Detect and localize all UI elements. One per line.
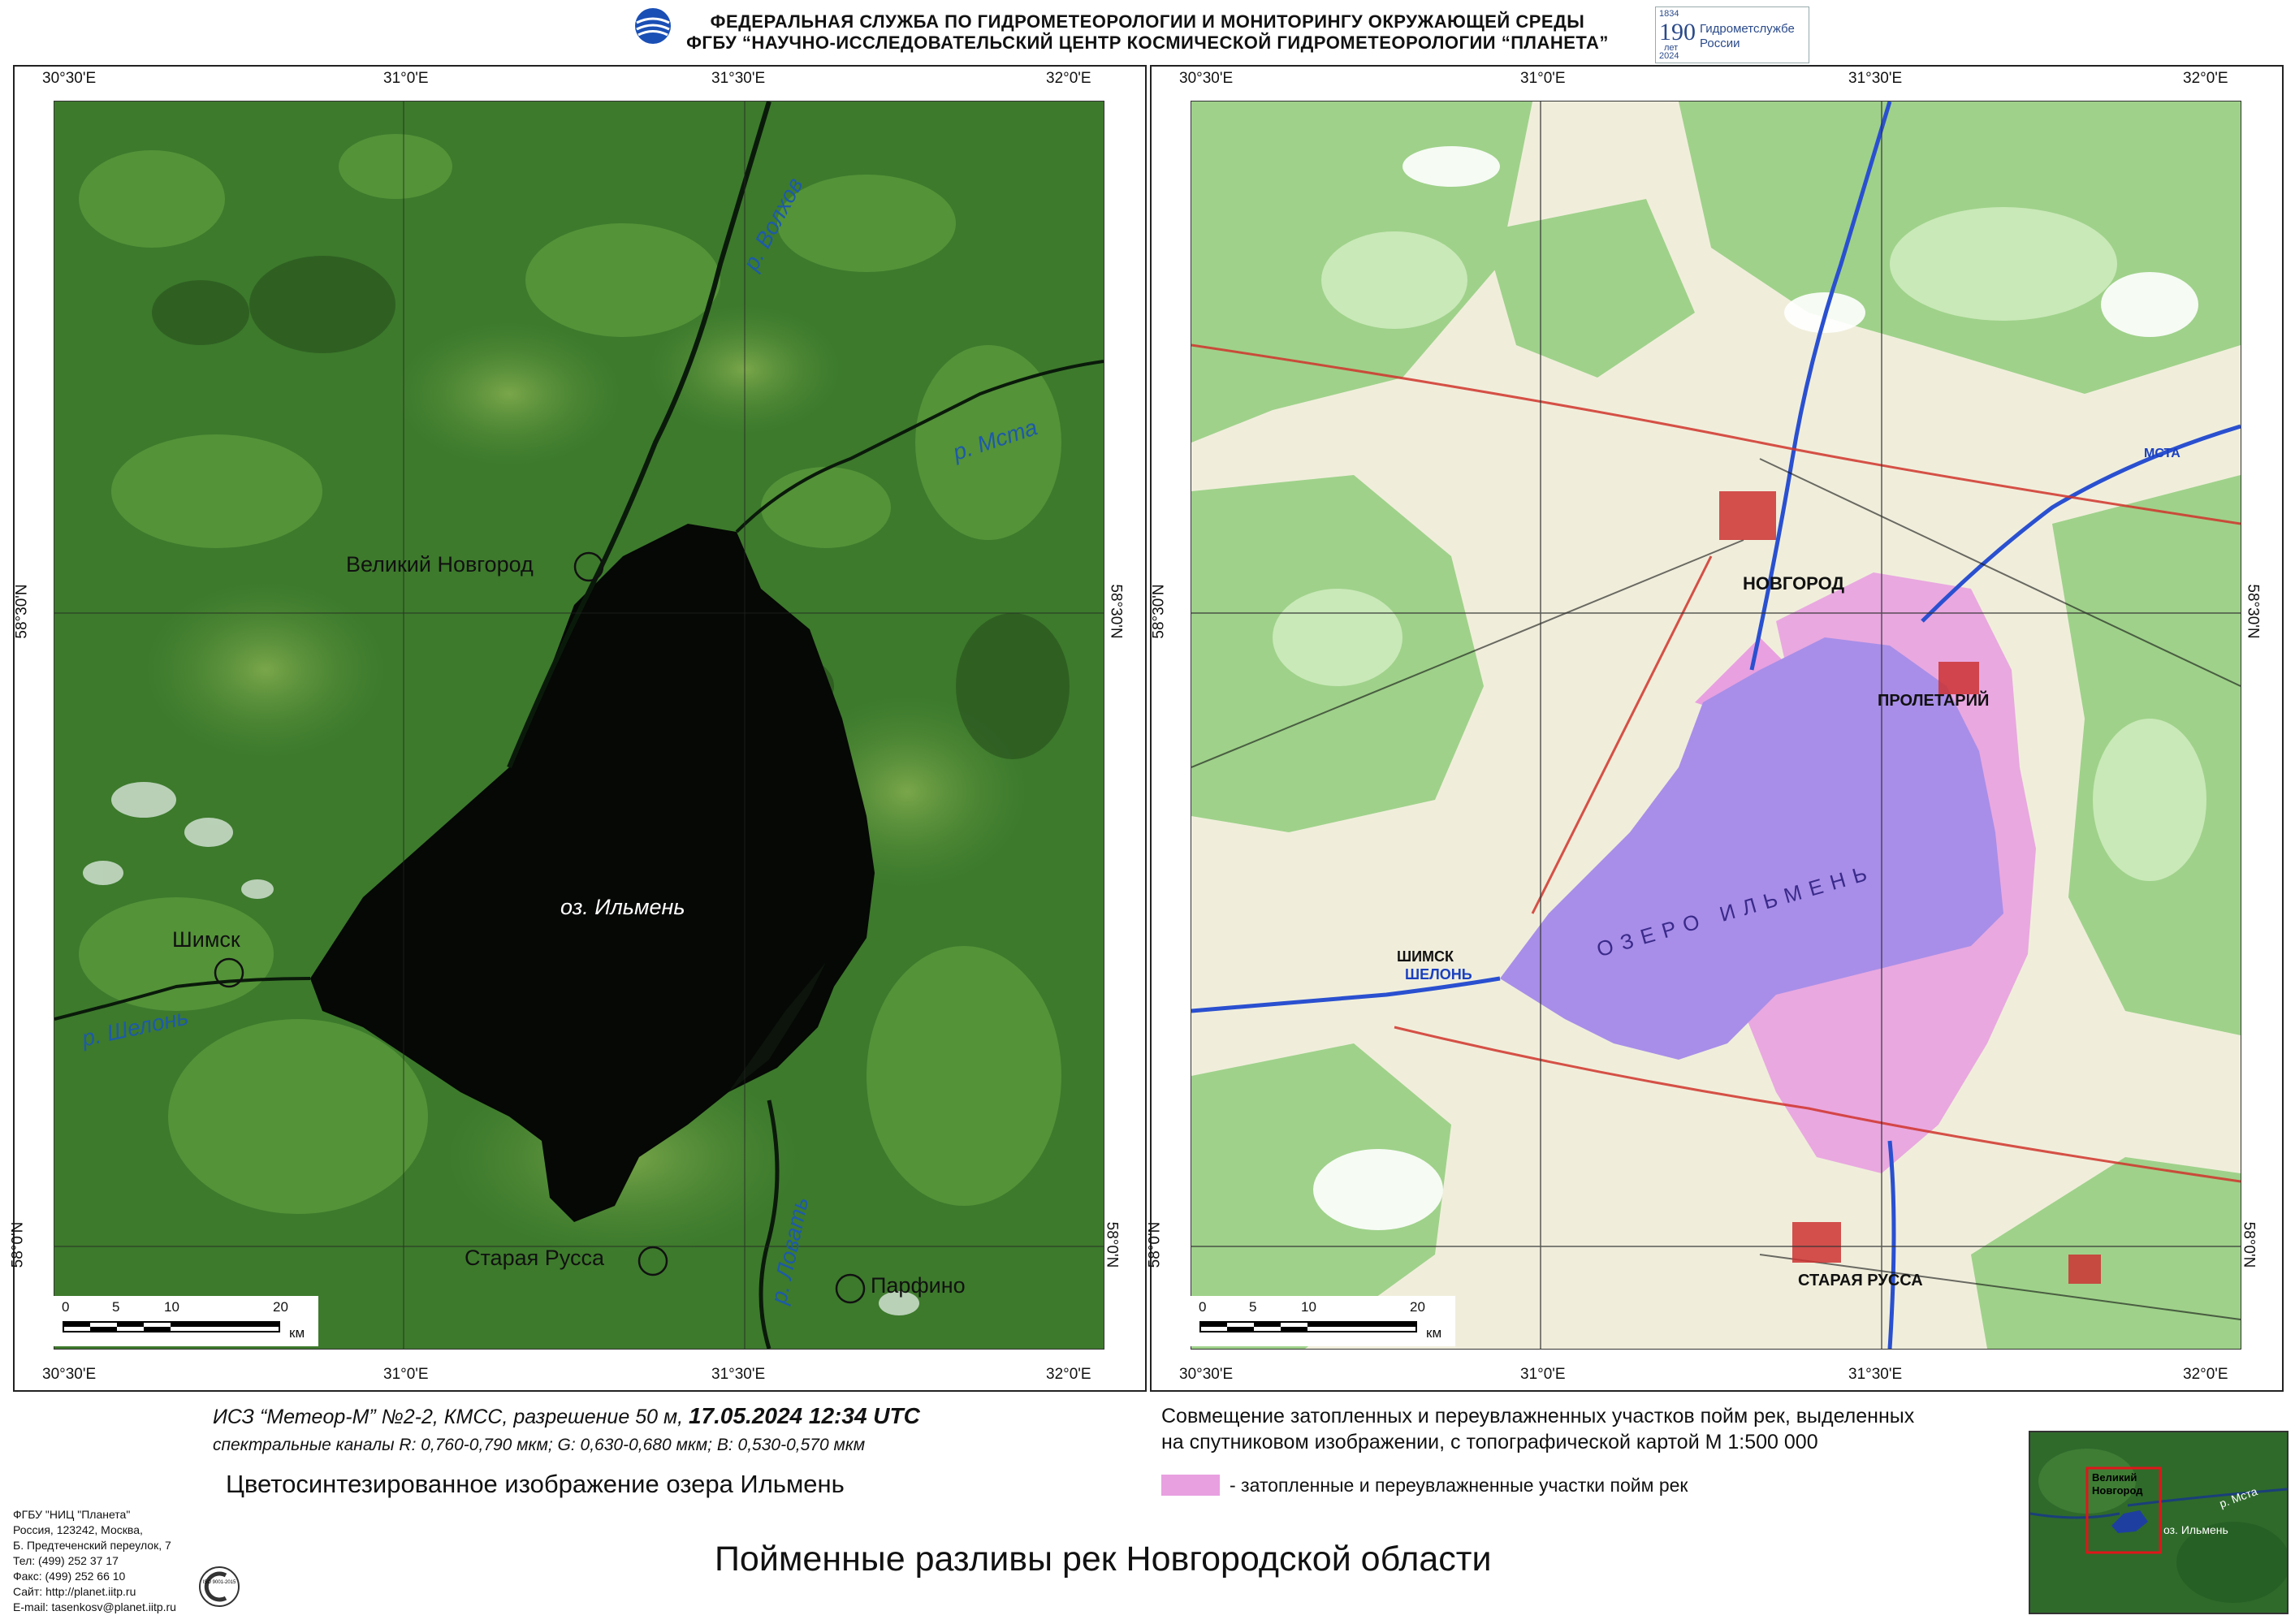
scale-tick-0: 0 [62, 1299, 70, 1315]
header-agency: ФЕДЕРАЛЬНАЯ СЛУЖБА ПО ГИДРОМЕТЕОРОЛОГИИ … [710, 11, 1585, 32]
topo-city-shimsk: ШИМСК [1397, 948, 1454, 965]
contact-country: Россия, 123242, Москва, [13, 1523, 143, 1536]
left-lon-top-4: 32°0'E [1046, 70, 1091, 87]
left-lat-l-1: 58°30'N [13, 584, 31, 639]
scale-tick-10: 10 [164, 1299, 179, 1315]
right-lat-l-1: 58°30'N [1150, 584, 1168, 639]
contact-email[interactable]: E-mail: tasenkosv@planet.iitp.ru [13, 1600, 176, 1613]
satellite-map[interactable] [54, 101, 1104, 1350]
left-lon-bot-1: 30°30'E [42, 1366, 97, 1383]
left-lon-top-2: 31°0'E [383, 70, 429, 87]
right-scale-bar: 0 5 10 20 км [1191, 1296, 1455, 1346]
contact-fax: Факс: (499) 252 66 10 [13, 1570, 126, 1583]
scale-tick-0: 0 [1199, 1299, 1207, 1315]
scale-tick-5: 5 [112, 1299, 120, 1315]
right-lon-bot-4: 32°0'E [2183, 1366, 2228, 1383]
scale-unit: км [1426, 1325, 1442, 1341]
main-title: Пойменные разливы рек Новгородской облас… [715, 1540, 1492, 1579]
scale-tick-20: 20 [1410, 1299, 1425, 1315]
left-lon-top-1: 30°30'E [42, 70, 97, 87]
right-lat-l-2: 58°0'N [1146, 1221, 1164, 1268]
right-lat-r-1: 58°30'N [2244, 584, 2262, 639]
right-lon-top-4: 32°0'E [2183, 70, 2228, 87]
legend-flood-label: - затопленные и переувлажненные участки … [1230, 1475, 1688, 1496]
left-lat-l-2: 58°0'N [9, 1221, 27, 1268]
city-label-parfino: Парфино [871, 1273, 966, 1298]
inset-map[interactable]: Великий Новгород оз. Ильмень р. Мста [2029, 1431, 2289, 1614]
iso-badge-icon: ISO 9001-2015 [198, 1562, 240, 1611]
iso-text: ISO 9001-2015 [202, 1580, 236, 1585]
topo-city-proletariy: ПРОЛЕТАРИЙ [1878, 692, 1990, 710]
right-lon-bot-3: 31°30'E [1848, 1366, 1903, 1383]
scale-unit: км [289, 1325, 305, 1341]
inset-label-2: Новгород [2092, 1484, 2143, 1497]
left-lat-r-1: 58°30'N [1107, 584, 1125, 639]
badge-number: 190 [1659, 19, 1696, 45]
right-desc-line1: Совмещение затопленных и переувлажненных… [1161, 1405, 1915, 1427]
right-lon-top-1: 30°30'E [1179, 70, 1234, 87]
right-desc-line2: на спутниковом изображении, с топографич… [1161, 1431, 1818, 1453]
left-map-title: Цветосинтезированное изображение озера И… [226, 1470, 845, 1498]
badge-text: Гидрометслужбе России [1700, 22, 1795, 50]
topo-city-novgorod: НОВГОРОД [1743, 573, 1845, 594]
scale-tick-20: 20 [273, 1299, 288, 1315]
lake-ilmen-topo [1500, 637, 2003, 1060]
right-lon-top-3: 31°30'E [1848, 70, 1903, 87]
sat-info-text: ИСЗ “Метеор-М” №2-2, КМСС, разрешение 50… [213, 1406, 689, 1428]
contact-org: ФГБУ "НИЦ "Планета" [13, 1508, 131, 1521]
inset-lake-label: оз. Ильмень [2163, 1523, 2228, 1536]
right-lon-bot-1: 30°30'E [1179, 1366, 1234, 1383]
left-lon-top-3: 31°30'E [711, 70, 766, 87]
contact-site[interactable]: Сайт: http://planet.iitp.ru [13, 1585, 136, 1598]
legend-flood-swatch [1161, 1475, 1220, 1496]
right-lat-r-2: 58°0'N [2240, 1221, 2258, 1268]
anniversary-badge: 1834 190 лет 2024 Гидрометслужбе России [1655, 6, 1809, 63]
topo-city-staraya-russa: СТАРАЯ РУССА [1798, 1272, 1923, 1289]
topo-river-shelon: ШЕЛОНЬ [1405, 966, 1472, 983]
badge-year-end: 2024 [1659, 51, 1679, 61]
header-center: ФГБУ “НАУЧНО-ИССЛЕДОВАТЕЛЬСКИЙ ЦЕНТР КОС… [686, 32, 1609, 53]
lake-label-sat: оз. Ильмень [560, 895, 685, 919]
left-lon-bot-4: 32°0'E [1046, 1366, 1091, 1383]
sat-info-date: 17.05.2024 12:34 UTC [688, 1403, 920, 1428]
topo-river-msta: МСТА [2144, 447, 2180, 460]
sat-info-line2: спектральные каналы R: 0,760-0,790 мкм; … [213, 1436, 866, 1454]
right-lon-top-2: 31°0'E [1520, 70, 1566, 87]
city-label-novgorod: Великий Новгород [346, 552, 534, 577]
lake-ilmen-sat [310, 524, 875, 1222]
scale-tick-10: 10 [1301, 1299, 1316, 1315]
city-label-shimsk: Шимск [172, 927, 240, 952]
badge-year-start: 1834 [1659, 9, 1679, 19]
sat-info-line1: ИСЗ “Метеор-М” №2-2, КМСС, разрешение 50… [213, 1403, 920, 1429]
left-scale-bar: 0 5 10 20 км [54, 1296, 318, 1346]
left-lon-bot-3: 31°30'E [711, 1366, 766, 1383]
contact-phone: Тел: (499) 252 37 17 [13, 1554, 119, 1567]
scale-tick-5: 5 [1249, 1299, 1257, 1315]
badge-let: лет [1664, 43, 1679, 53]
inset-label-1: Великий [2092, 1471, 2137, 1484]
topo-map[interactable] [1191, 101, 2241, 1350]
left-lon-bot-2: 31°0'E [383, 1366, 429, 1383]
left-lat-r-2: 58°0'N [1103, 1221, 1121, 1268]
contact-street: Б. Предтеченский переулок, 7 [13, 1539, 171, 1552]
right-lon-bot-2: 31°0'E [1520, 1366, 1566, 1383]
city-label-staraya-russa: Старая Русса [465, 1246, 604, 1270]
contact-info: ФГБУ "НИЦ "Планета" Россия, 123242, Моск… [13, 1507, 176, 1615]
planeta-logo-icon [633, 6, 672, 45]
